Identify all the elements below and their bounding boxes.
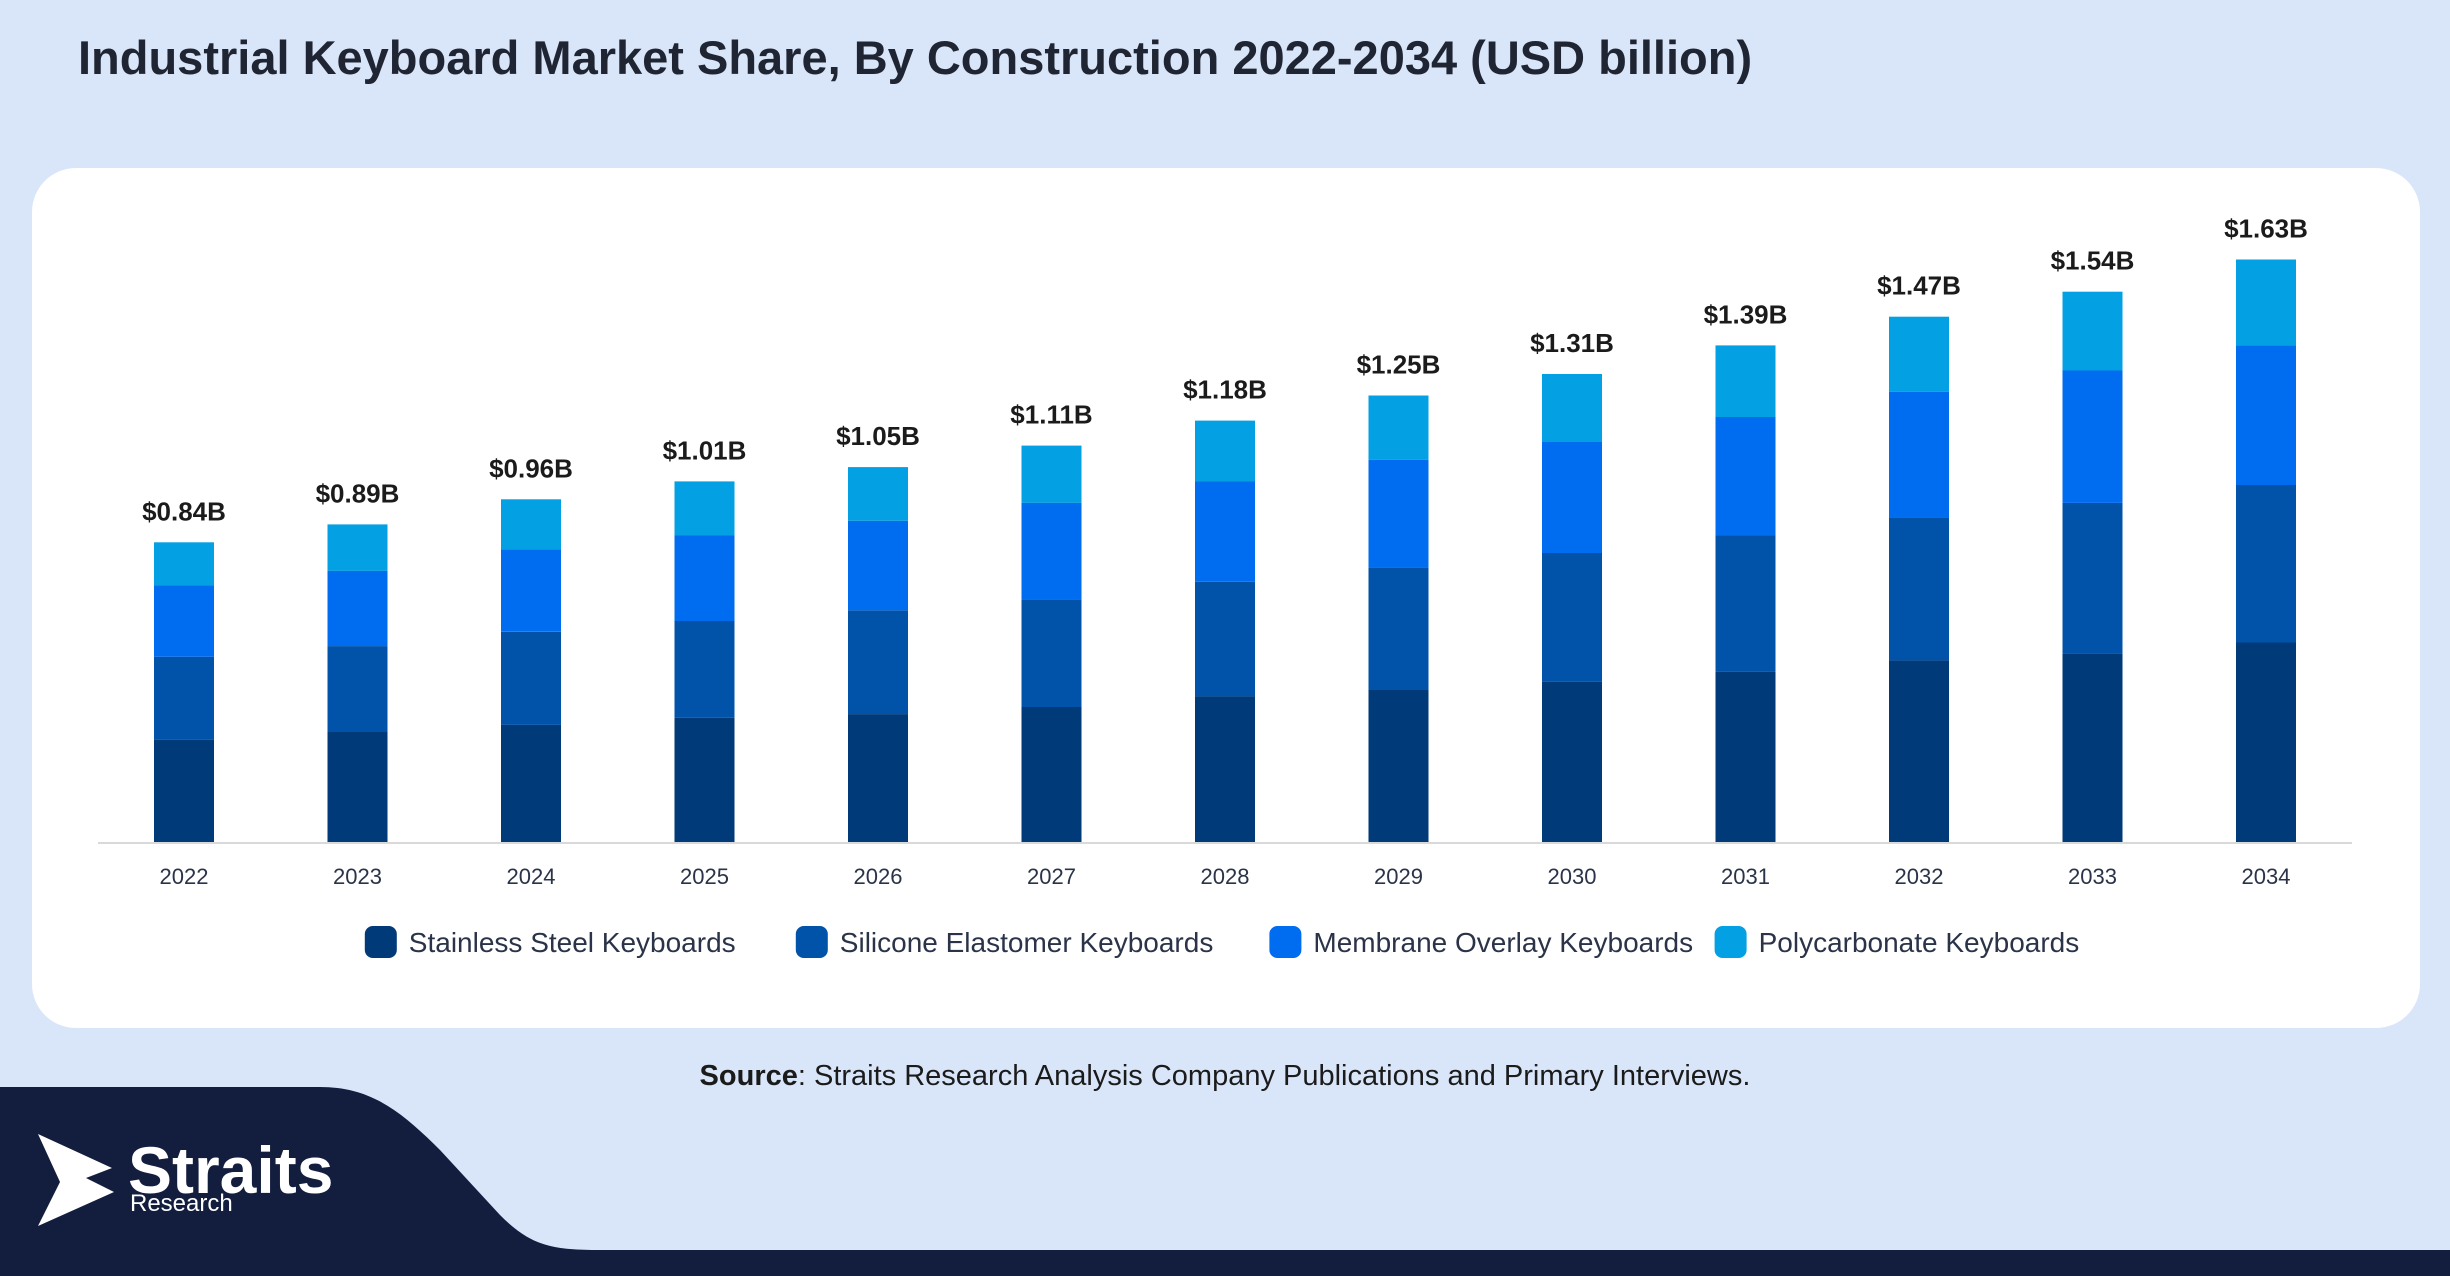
bar-segment-2034-series-4 xyxy=(2236,259,2296,346)
bar-segment-2030-series-1 xyxy=(1542,681,1602,843)
total-label-2028: $1.18B xyxy=(1183,375,1267,405)
bar-segment-2022-series-3 xyxy=(154,585,214,657)
bar-segment-2028-series-2 xyxy=(1195,581,1255,697)
bar-segment-2030-series-3 xyxy=(1542,442,1602,553)
bar-segment-2029-series-2 xyxy=(1368,567,1429,689)
bar-segment-2028-series-1 xyxy=(1195,696,1255,843)
legend-swatch-3 xyxy=(1269,926,1302,958)
x-tick-label-2028: 2028 xyxy=(1201,864,1250,889)
chart-title: Industrial Keyboard Market Share, By Con… xyxy=(78,31,1753,84)
bar-segment-2028-series-3 xyxy=(1195,481,1255,582)
bar-segment-2023-series-3 xyxy=(327,570,388,647)
labels-layer: $0.84B 2022 $0.89B 2023 $0.96B 2024 $1.01B 2025… xyxy=(142,214,2308,890)
bar-segment-2026-series-4 xyxy=(848,467,908,521)
x-tick-label-2022: 2022 xyxy=(160,864,209,889)
bar-segment-2030-series-4 xyxy=(1542,374,1602,442)
bar-segment-2024-series-3 xyxy=(501,549,561,632)
total-label-2032: $1.47B xyxy=(1877,271,1961,301)
logo-wordmark: Straits xyxy=(128,1133,334,1207)
bar-segment-2024-series-4 xyxy=(501,499,561,550)
bar-segment-2030-series-2 xyxy=(1542,553,1602,682)
total-label-2023: $0.89B xyxy=(316,478,400,508)
bar-segment-2024-series-1 xyxy=(501,724,561,843)
bar-segment-2025-series-2 xyxy=(674,621,735,718)
total-label-2034: $1.63B xyxy=(2224,214,2308,244)
total-label-2031: $1.39B xyxy=(1704,299,1788,329)
bar-segment-2027-series-4 xyxy=(1021,445,1082,503)
source-note: Source: Straits Research Analysis Compan… xyxy=(0,1060,2450,1093)
bar-segment-2032-series-1 xyxy=(1889,660,1949,843)
bar-segment-2022-series-1 xyxy=(154,739,214,843)
bar-segment-2031-series-1 xyxy=(1715,671,1776,843)
x-tick-label-2033: 2033 xyxy=(2068,864,2117,889)
bar-segment-2031-series-2 xyxy=(1715,535,1776,672)
logo-subtitle: Research xyxy=(130,1190,233,1217)
bar-segment-2026-series-3 xyxy=(848,520,908,611)
bar-segment-2034-series-2 xyxy=(2236,485,2296,643)
total-label-2022: $0.84B xyxy=(142,496,226,526)
bar-segment-2024-series-2 xyxy=(501,631,561,725)
total-label-2027: $1.11B xyxy=(1010,400,1092,430)
bar-segment-2033-series-1 xyxy=(2062,653,2123,843)
bar-segment-2023-series-4 xyxy=(327,524,388,571)
bars-layer xyxy=(154,259,2296,843)
bar-segment-2033-series-4 xyxy=(2062,291,2123,371)
bar-segment-2023-series-2 xyxy=(327,646,388,732)
footer-dark-shape xyxy=(0,1087,2450,1276)
legend-swatch-1 xyxy=(364,926,397,958)
total-label-2029: $1.25B xyxy=(1357,350,1441,380)
bar-segment-2027-series-2 xyxy=(1021,599,1082,707)
bar-segment-2029-series-4 xyxy=(1368,395,1429,460)
legend-label-2: Silicone Elastomer Keyboards xyxy=(840,927,1214,958)
legend: Stainless Steel Keyboards Silicone Elasto… xyxy=(364,926,2080,958)
legend-swatch-2 xyxy=(795,926,828,958)
legend-label-4: Polycarbonate Keyboards xyxy=(1759,927,2080,958)
bar-segment-2033-series-3 xyxy=(2062,370,2123,503)
x-tick-label-2024: 2024 xyxy=(507,864,556,889)
legend-swatch-4 xyxy=(1714,926,1747,958)
total-label-2024: $0.96B xyxy=(489,453,573,483)
bar-segment-2027-series-1 xyxy=(1021,707,1082,843)
x-tick-label-2029: 2029 xyxy=(1374,864,1423,889)
total-label-2030: $1.31B xyxy=(1530,328,1614,358)
bar-segment-2025-series-3 xyxy=(674,535,735,621)
source-text: : Straits Research Analysis Company Publ… xyxy=(797,1060,1751,1092)
x-tick-label-2025: 2025 xyxy=(680,864,729,889)
bar-segment-2032-series-2 xyxy=(1889,517,1949,661)
bar-segment-2034-series-3 xyxy=(2236,345,2296,485)
bar-segment-2025-series-1 xyxy=(674,717,735,843)
bar-segment-2034-series-1 xyxy=(2236,642,2296,843)
bar-segment-2033-series-2 xyxy=(2062,502,2123,654)
total-label-2025: $1.01B xyxy=(663,435,747,465)
bar-segment-2032-series-3 xyxy=(1889,391,1949,518)
total-label-2033: $1.54B xyxy=(2051,246,2135,276)
bar-segment-2027-series-3 xyxy=(1021,502,1082,600)
x-tick-label-2027: 2027 xyxy=(1027,864,1076,889)
source-label: Source xyxy=(699,1060,798,1092)
total-label-2026: $1.05B xyxy=(836,421,920,451)
x-tick-label-2023: 2023 xyxy=(333,864,382,889)
legend-label-1: Stainless Steel Keyboards xyxy=(409,927,736,958)
bar-segment-2029-series-1 xyxy=(1368,689,1429,843)
bar-segment-2023-series-1 xyxy=(327,732,388,843)
bar-segment-2032-series-4 xyxy=(1889,316,1949,392)
bar-segment-2031-series-3 xyxy=(1715,417,1776,536)
bar-segment-2022-series-2 xyxy=(154,656,214,740)
bar-segment-2025-series-4 xyxy=(674,481,735,536)
bar-segment-2022-series-4 xyxy=(154,542,214,586)
bar-segment-2026-series-1 xyxy=(848,714,908,843)
straits-logo-mark xyxy=(38,1134,114,1226)
bar-segment-2028-series-4 xyxy=(1195,420,1255,482)
x-tick-label-2032: 2032 xyxy=(1895,864,1944,889)
x-tick-label-2031: 2031 xyxy=(1721,864,1770,889)
legend-label-3: Membrane Overlay Keyboards xyxy=(1313,927,1693,958)
bar-segment-2029-series-3 xyxy=(1368,459,1429,568)
x-tick-label-2026: 2026 xyxy=(854,864,903,889)
bar-segment-2026-series-2 xyxy=(848,610,908,715)
x-tick-label-2034: 2034 xyxy=(2242,864,2291,889)
bar-segment-2031-series-4 xyxy=(1715,345,1776,417)
x-tick-label-2030: 2030 xyxy=(1548,864,1597,889)
